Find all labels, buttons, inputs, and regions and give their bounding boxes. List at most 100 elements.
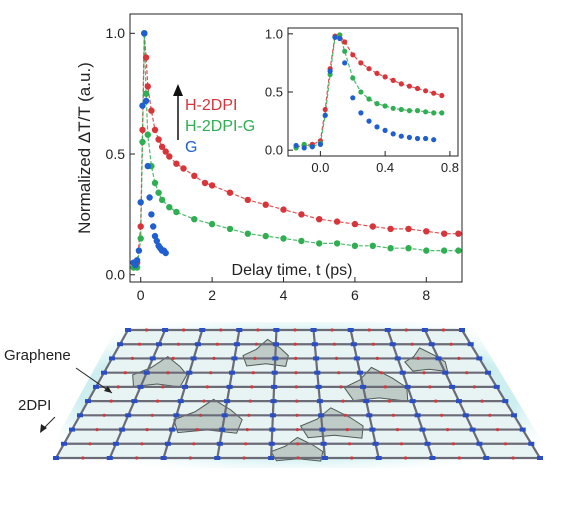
- point-h-2dpi: [226, 189, 234, 196]
- point-h-2dpi-g: [208, 220, 216, 228]
- lattice-node: [137, 384, 144, 389]
- lattice-atom: [205, 385, 209, 389]
- point-h-2dpi-g: [166, 204, 173, 211]
- lattice-node: [69, 427, 75, 432]
- point-h-2dpi-g: [350, 75, 356, 81]
- lattice-node: [106, 456, 113, 460]
- inset-x-axis: 0.0 0.4 0.8: [311, 151, 459, 175]
- lattice-atom: [457, 456, 461, 460]
- point-h-2dpi: [387, 225, 394, 233]
- lattice-atom: [102, 413, 106, 417]
- legend-arrow-head-icon: [173, 84, 183, 96]
- lattice-node: [272, 356, 279, 361]
- point-h-2dpi: [208, 182, 216, 189]
- point-h-2dpi-g: [423, 109, 429, 115]
- point-h-2dpi: [144, 83, 151, 90]
- lattice-node: [421, 328, 428, 332]
- lattice-node: [199, 328, 206, 332]
- lattice-node: [476, 441, 483, 446]
- lattice-strand: [162, 329, 204, 459]
- lattice-atom: [416, 356, 420, 360]
- lattice-node: [229, 370, 235, 375]
- lattice-atom: [334, 356, 339, 360]
- graphene-flake: [404, 347, 449, 373]
- lattice-atom: [150, 413, 154, 417]
- point-h-2dpi-g: [144, 131, 151, 138]
- point-h-2dpi: [162, 148, 169, 155]
- point-g: [398, 133, 404, 139]
- lattice-node: [316, 399, 323, 404]
- lattice-node: [469, 427, 476, 432]
- legend-label-h-2dpi: H-2DPI: [185, 97, 237, 114]
- lattice-node: [347, 328, 354, 332]
- point-h-2dpi-g: [351, 242, 359, 249]
- point-h-2dpi-g: [137, 235, 144, 242]
- lattice-atom: [422, 371, 426, 375]
- lattice-node: [112, 441, 119, 446]
- lattice-atom: [465, 371, 469, 375]
- lattice-strand: [108, 329, 167, 459]
- point-h-2dpi: [414, 85, 421, 92]
- lattice-node: [271, 370, 278, 375]
- lattice-atom: [135, 456, 139, 460]
- lattice-node: [93, 384, 99, 389]
- point-h-2dpi: [366, 66, 372, 72]
- point-h-2dpi: [166, 153, 173, 160]
- point-h-2dpi-g: [439, 110, 445, 116]
- lattice-atom: [156, 399, 160, 403]
- lattice-node: [321, 456, 328, 460]
- point-h-2dpi: [382, 74, 388, 80]
- point-h-2dpi: [262, 201, 269, 208]
- point-g: [133, 257, 141, 264]
- point-h-2dpi-g: [333, 240, 341, 247]
- lattice-atom: [488, 413, 492, 417]
- lattice-atom: [251, 371, 255, 375]
- lattice-node: [320, 441, 327, 446]
- main-y-axis-label: Normalized ΔT/T (a.u.): [75, 62, 94, 234]
- lattice-node: [372, 441, 379, 446]
- point-h-2dpi-g: [369, 242, 376, 249]
- inset-y-tick-label: 1.0: [265, 26, 283, 41]
- point-h-2dpi: [390, 77, 396, 83]
- point-h-2dpi: [405, 225, 412, 233]
- point-h-2dpi-g: [244, 230, 251, 237]
- point-h-2dpi-g: [390, 105, 396, 111]
- lattice-strand: [216, 329, 241, 459]
- lattice-node: [528, 441, 535, 446]
- lattice-node: [462, 413, 469, 418]
- lattice-strand: [386, 329, 434, 459]
- lattice-atom: [256, 328, 260, 332]
- main-plot-frame: [129, 13, 463, 283]
- lattice-node: [399, 370, 406, 375]
- lattice-node: [273, 328, 280, 332]
- lattice-atom: [404, 456, 408, 460]
- lattice-node: [384, 328, 391, 332]
- point-h-2dpi-g: [431, 110, 437, 116]
- lattice-atom: [171, 356, 175, 360]
- point-h-2dpi-g: [298, 237, 305, 245]
- point-g: [332, 34, 338, 40]
- lattice-atom: [219, 328, 223, 332]
- lattice-atom: [496, 428, 500, 432]
- lattice-node: [449, 384, 456, 389]
- lattice-atom: [375, 356, 379, 360]
- point-h-2dpi-g: [406, 108, 412, 114]
- point-h-2dpi: [369, 223, 376, 230]
- point-g: [390, 131, 396, 137]
- lattice-atom: [293, 342, 297, 346]
- lattice-node: [310, 328, 317, 332]
- lattice-atom: [130, 356, 134, 360]
- lattice-node: [459, 328, 465, 332]
- main-y-tick-label: 1.0: [106, 25, 126, 41]
- point-h-2dpi-g: [226, 225, 234, 233]
- point-h-2dpi: [333, 218, 341, 225]
- lattice-node: [270, 399, 277, 404]
- lattice-node: [125, 413, 132, 418]
- lattice-atom: [343, 413, 347, 417]
- point-h-2dpi: [439, 92, 445, 99]
- lattice-node: [272, 342, 279, 347]
- lattice-node: [319, 427, 326, 432]
- point-h-2dpi: [423, 228, 430, 235]
- main-x-axis-label: Delay time, t (ps): [232, 262, 353, 279]
- point-h-2dpi-g: [158, 196, 166, 204]
